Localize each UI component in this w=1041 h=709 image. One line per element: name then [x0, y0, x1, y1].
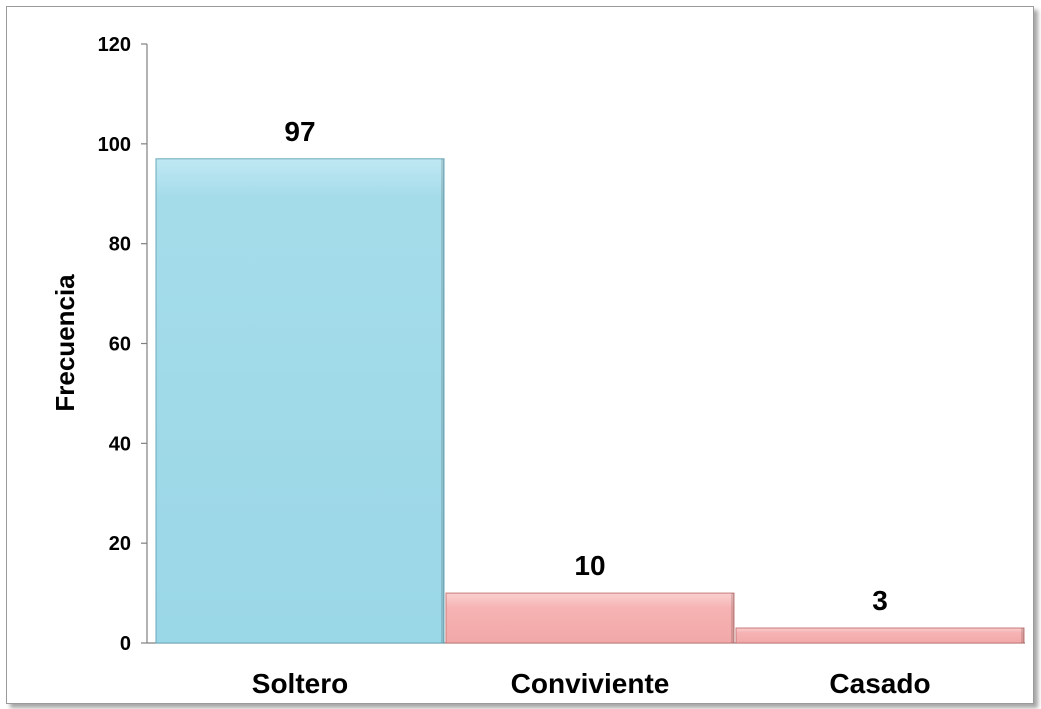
bars [155, 158, 1025, 644]
data-label-soltero: 97 [284, 116, 315, 147]
y-axis-title: Frecuencia [50, 274, 80, 412]
data-labels: 97 10 3 [284, 116, 887, 616]
bar-soltero [155, 158, 445, 644]
y-tick-label: 60 [109, 334, 131, 356]
data-label-casado: 3 [872, 585, 888, 616]
category-label-soltero: Soltero [252, 668, 348, 699]
bar-shadow-soltero [441, 158, 444, 643]
data-label-conviviente: 10 [574, 550, 605, 581]
bar-casado [735, 627, 1025, 644]
y-tick-label: 20 [109, 533, 131, 555]
bar-conviviente [445, 592, 735, 644]
y-tick-label: 40 [109, 433, 131, 455]
y-ticks: 0 20 40 60 80 100 120 [98, 34, 147, 655]
category-label-casado: Casado [829, 668, 930, 699]
y-tick-label: 120 [98, 34, 131, 56]
category-labels: Soltero Conviviente Casado [252, 668, 931, 699]
y-tick-label: 100 [98, 134, 131, 156]
bar-shadow-casado [1021, 628, 1024, 643]
y-tick-label: 0 [120, 633, 131, 655]
y-tick-label: 80 [109, 234, 131, 256]
bar-shadow-conviviente [731, 593, 734, 643]
category-label-conviviente: Conviviente [511, 668, 670, 699]
